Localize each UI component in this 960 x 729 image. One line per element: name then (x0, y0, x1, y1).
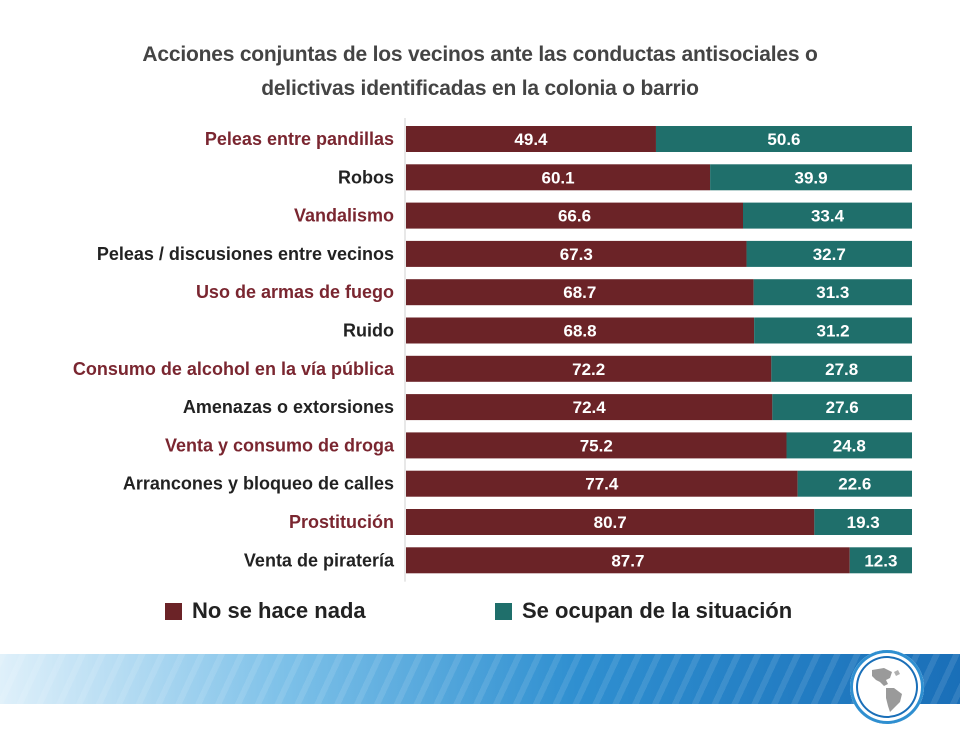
bar-se-ocupan (655, 126, 912, 152)
bar-se-ocupan (772, 394, 912, 421)
data-label: 77.4 (585, 475, 619, 494)
category-label: Peleas entre pandillas (205, 129, 394, 149)
data-label: 49.4 (514, 130, 548, 149)
footer-banner (0, 654, 960, 704)
bar-no-se-hace-nada (406, 240, 747, 267)
data-label: 31.3 (816, 283, 849, 302)
data-label: 33.4 (811, 207, 845, 226)
data-label: 24.8 (833, 436, 866, 455)
legend-item-se-ocupan: Se ocupan de la situación (495, 598, 792, 624)
organization-logo (850, 650, 924, 724)
bar-no-se-hace-nada (406, 279, 754, 306)
bar-se-ocupan (742, 202, 912, 229)
data-label: 22.6 (838, 475, 871, 494)
data-label: 27.8 (825, 360, 858, 379)
bar-se-ocupan (797, 470, 912, 497)
bar-se-ocupan (746, 240, 912, 267)
data-label: 68.7 (563, 283, 596, 302)
category-label: Peleas / discusiones entre vecinos (97, 244, 394, 264)
category-label: Robos (338, 167, 394, 187)
bar-no-se-hace-nada (406, 394, 773, 421)
footer-strip (0, 704, 960, 720)
americas-map-icon (872, 668, 902, 712)
bar-no-se-hace-nada (406, 470, 798, 497)
bar-no-se-hace-nada (406, 355, 772, 382)
bar-se-ocupan (754, 317, 912, 344)
legend-swatch-se-ocupan (495, 602, 512, 620)
bar-se-ocupan (849, 547, 912, 574)
legend-item-no-se-hace-nada: No se hace nada (165, 598, 366, 624)
data-label: 75.2 (580, 436, 613, 455)
chart-title-line-2: delictivas identificadas en la colonia o… (261, 77, 699, 100)
legend: No se hace nada Se ocupan de la situació… (0, 598, 960, 630)
chart-title-line-1: Acciones conjuntas de los vecinos ante l… (142, 43, 818, 66)
bar-se-ocupan (710, 164, 912, 191)
bar-no-se-hace-nada (406, 317, 755, 344)
data-label: 68.8 (564, 322, 597, 341)
data-label: 19.3 (847, 513, 880, 532)
legend-label-se-ocupan: Se ocupan de la situación (522, 598, 793, 623)
legend-swatch-no-se-hace-nada (165, 602, 182, 620)
bar-no-se-hace-nada (406, 509, 815, 535)
category-label: Venta de piratería (244, 550, 395, 570)
category-label: Amenazas o extorsiones (183, 397, 394, 417)
category-label: Vandalismo (294, 206, 394, 226)
data-label: 67.3 (560, 245, 593, 264)
bar-no-se-hace-nada (406, 432, 787, 459)
chart-title: Acciones conjuntas de los vecinos ante l… (0, 38, 960, 106)
bar-no-se-hace-nada (406, 164, 711, 191)
bar-se-ocupan (786, 432, 912, 459)
category-label: Venta y consumo de droga (165, 435, 395, 455)
data-label: 72.2 (572, 360, 605, 379)
bar-no-se-hace-nada (406, 547, 850, 574)
category-label: Prostitución (289, 512, 394, 532)
data-label: 50.6 (767, 130, 800, 149)
category-label: Consumo de alcohol en la vía pública (73, 359, 395, 379)
category-label: Arrancones y bloqueo de calles (123, 474, 394, 494)
data-label: 66.6 (558, 207, 591, 226)
data-label: 87.7 (611, 551, 644, 570)
data-label: 27.6 (826, 398, 859, 417)
data-label: 12.3 (864, 551, 897, 570)
category-label: Ruido (343, 321, 394, 341)
data-label: 39.9 (795, 168, 828, 187)
legend-label-no-se-hace-nada: No se hace nada (192, 598, 366, 623)
data-label: 31.2 (817, 322, 850, 341)
data-label: 72.4 (573, 398, 607, 417)
data-label: 32.7 (813, 245, 846, 264)
bar-se-ocupan (753, 279, 912, 306)
category-label: Uso de armas de fuego (196, 282, 394, 302)
data-label: 60.1 (542, 168, 575, 187)
stacked-bar-chart: Peleas entre pandillas 49.4 50.6 Robos 60.1 3… (73, 118, 912, 582)
bar-se-ocupan (771, 355, 912, 382)
bar-no-se-hace-nada (406, 126, 656, 152)
bar-se-ocupan (814, 509, 912, 535)
bar-no-se-hace-nada (406, 202, 743, 229)
data-label: 80.7 (594, 513, 627, 532)
